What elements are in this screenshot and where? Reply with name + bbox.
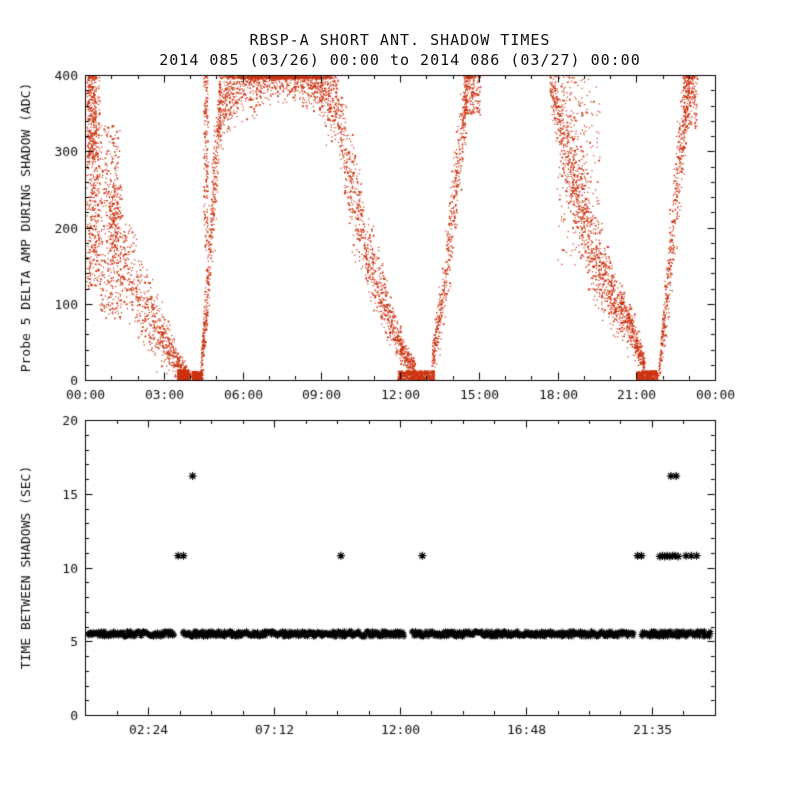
chart-subtitle: 2014 085 (03/26) 00:00 to 2014 086 (03/2… [159,51,641,69]
chart-title: RBSP-A SHORT ANT. SHADOW TIMES [249,31,551,49]
